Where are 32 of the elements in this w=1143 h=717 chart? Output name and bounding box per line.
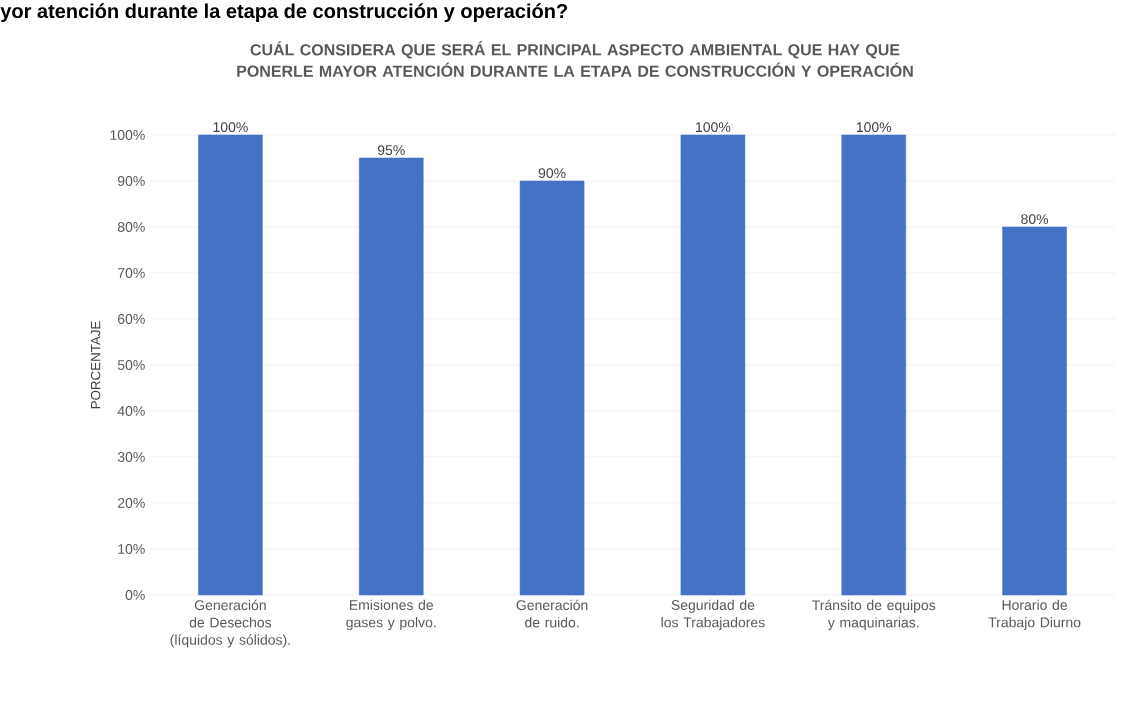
y-tick-label: 60%: [117, 314, 145, 324]
y-tick-label: 90%: [117, 176, 145, 186]
data-label: 100%: [696, 122, 731, 133]
bar: [841, 134, 907, 596]
data-label: 90%: [538, 168, 566, 179]
bar: [519, 180, 585, 596]
y-tick-label: 0%: [125, 590, 145, 600]
y-tick-label: 100%: [110, 130, 145, 140]
x-tick-label: Generación de ruido.: [516, 599, 588, 628]
y-tick-label: 70%: [117, 268, 145, 278]
x-tick-label: Tránsito de equipos y maquinarias.: [812, 599, 936, 631]
data-label: 100%: [856, 122, 892, 133]
y-tick-label: 10%: [118, 544, 145, 554]
bar: [358, 157, 424, 596]
data-label: 80%: [1021, 214, 1049, 225]
bar: [680, 134, 746, 596]
y-tick-label: 20%: [117, 498, 145, 508]
y-axis-title: PORCENTAJE: [90, 321, 101, 409]
x-tick-label: Emisiones de gases y polvo.: [346, 599, 436, 631]
text: yor atención durante la etapa de construcción y operación?: [0, 3, 568, 23]
x-tick-label: Generación de Desechos (líquidos y sólidos).: [170, 599, 290, 648]
bar: [198, 134, 263, 596]
data-label: 95%: [377, 145, 405, 156]
x-tick-label: Seguridad de los Trabajadores: [661, 599, 765, 631]
x-tick-label: Horario de Trabajo Diurno: [988, 599, 1081, 631]
bar: [1002, 226, 1067, 596]
y-tick-label: 50%: [117, 360, 145, 370]
y-tick-label: 80%: [117, 222, 145, 232]
chart-title: CUÁL CONSIDERA QUE SERÁ EL PRINCIPAL ASPECTO AMBIENTAL QUE HAY QUE PONERLE MAYOR ATENCIÓN DURANTE LA ETAPA DE CONSTRUCCIÓN Y OPERACIÓN: [237, 41, 913, 77]
y-tick-label: 30%: [117, 452, 145, 462]
data-label: 100%: [213, 122, 248, 133]
y-tick-label: 40%: [117, 406, 145, 416]
